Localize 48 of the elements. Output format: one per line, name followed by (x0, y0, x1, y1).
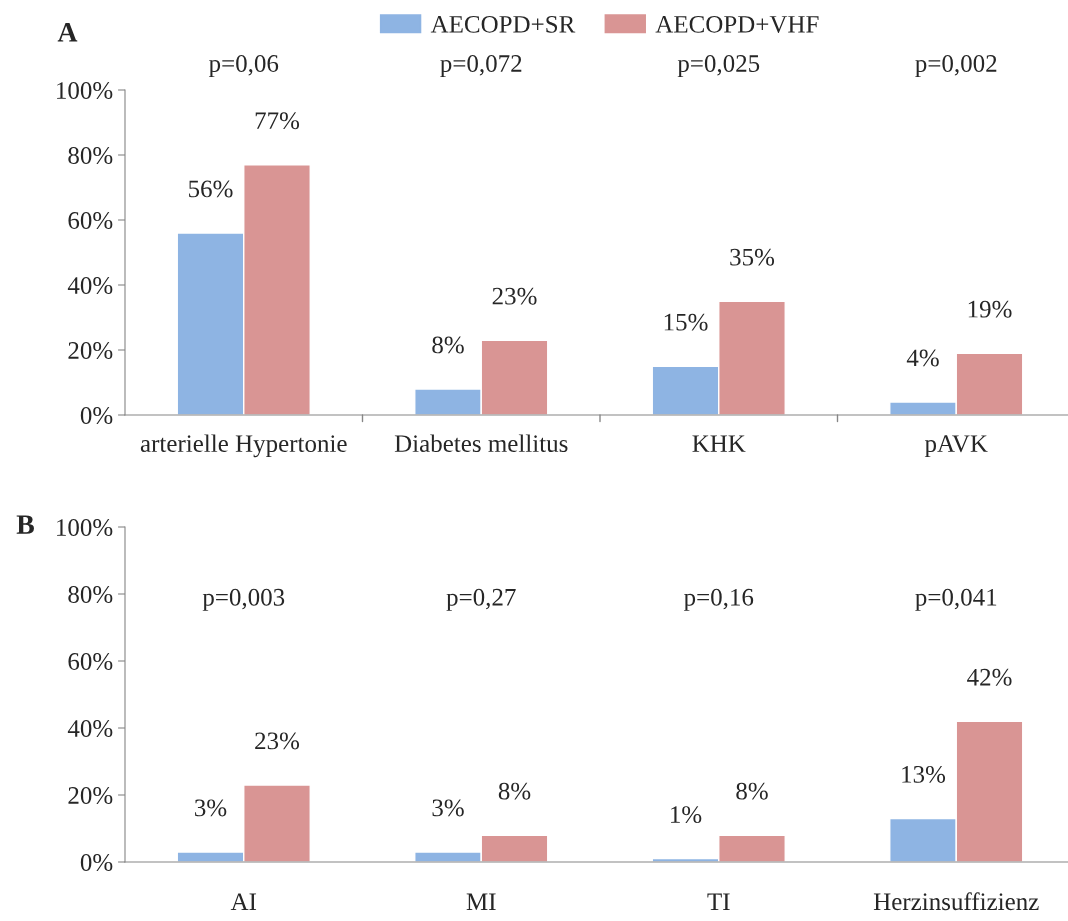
y-tick-label: 80% (68, 586, 113, 603)
x-tick-label: MI (466, 893, 496, 910)
data-label: 13% (902, 765, 946, 783)
data-label: 8% (432, 336, 464, 354)
x-tick-label: AI (230, 893, 257, 910)
annotation: p=0,27 (446, 588, 516, 611)
data-label: 19% (968, 300, 1012, 318)
data-label: 4% (906, 349, 939, 367)
data-label: 3% (432, 799, 464, 817)
chart-title: A (57, 23, 78, 42)
x-tick-label: pAVK (924, 435, 988, 458)
text: p=0,025 (677, 55, 760, 77)
y-tick-label: 20% (68, 787, 113, 804)
y-tick-label: 20% (68, 342, 113, 359)
y-tick-label: 0% (80, 407, 113, 424)
data-label: 35% (730, 248, 775, 266)
data-label: 77% (255, 112, 300, 130)
y-tick-label: 0% (80, 854, 113, 871)
y-tick-label: 100% (57, 82, 113, 99)
x-tick-label: arterielle Hypertonie (140, 434, 347, 458)
data-label: 42% (967, 668, 1012, 686)
text: p=0,072 (440, 55, 522, 77)
x-tick-label: Herzinsuffizienz (873, 892, 1039, 911)
annotation: p=0,16 (683, 588, 754, 611)
y-tick-label: 60% (68, 212, 113, 229)
data-label: 8% (498, 782, 531, 800)
y-tick-label: 80% (68, 147, 113, 164)
y-tick-label: 40% (67, 277, 113, 294)
data-label: 1% (671, 806, 702, 824)
data-label: 23% (255, 732, 300, 750)
y-tick-label: 60% (68, 653, 113, 670)
data-label: 15% (664, 313, 708, 331)
text: p=0,06 (208, 55, 279, 77)
x-tick-label: Diabetes mellitus (394, 434, 568, 453)
data-label: 23% (492, 287, 537, 305)
annotation: p=0,041 (915, 588, 997, 611)
chart-title: B (16, 515, 34, 534)
y-tick-label: 100% (57, 519, 113, 536)
y-tick-label: 40% (67, 720, 113, 737)
data-label: 3% (195, 799, 227, 817)
text: p=0,002 (915, 55, 997, 77)
legend-label: AECOPD+VHF (655, 15, 819, 33)
annotation: p=0,003 (202, 588, 285, 611)
data-label: 56% (189, 180, 233, 198)
data-label: 8% (736, 782, 768, 800)
x-tick-label: KHK (692, 435, 746, 452)
x-tick-label: TI (707, 893, 730, 910)
legend-label: AECOPD+SR (430, 15, 576, 33)
